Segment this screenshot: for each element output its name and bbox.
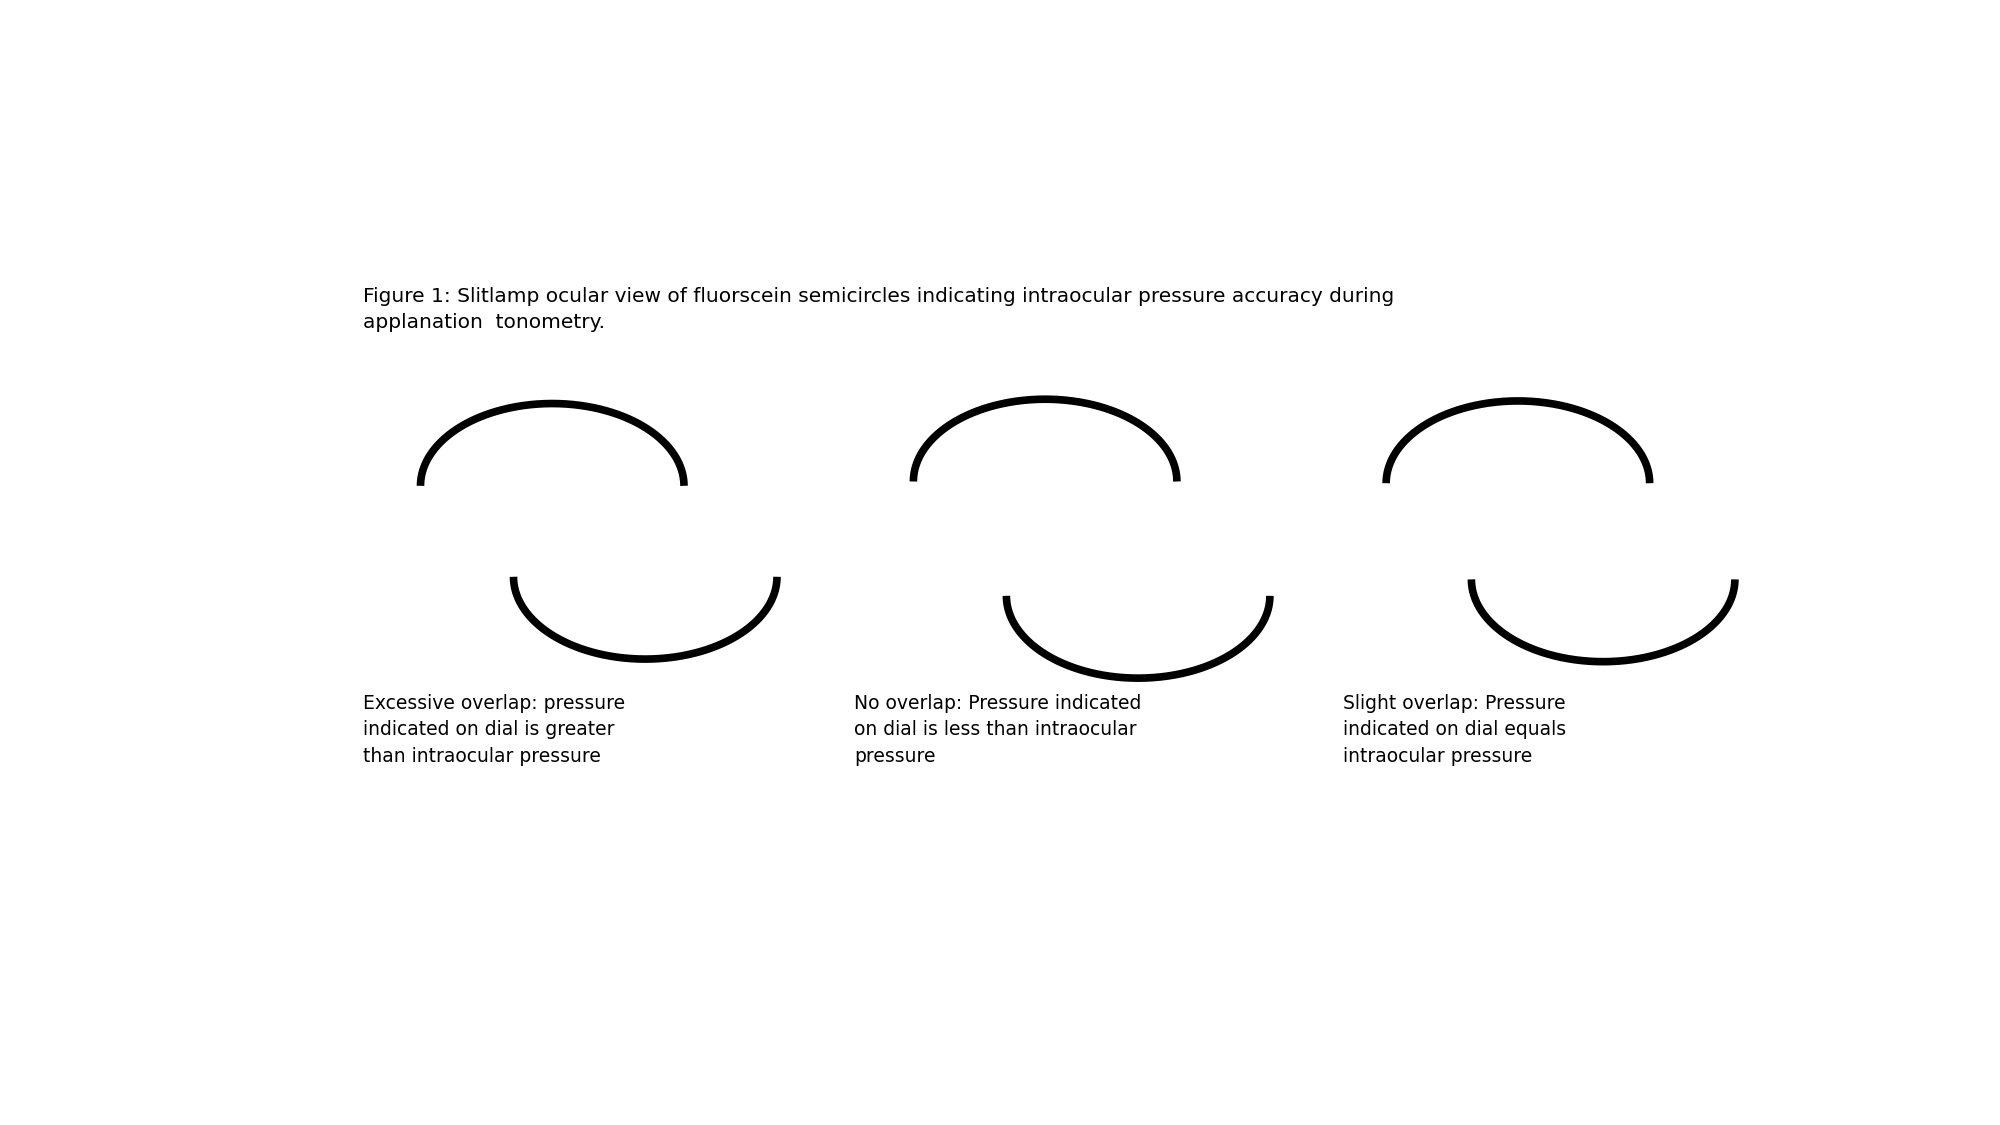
Text: No overlap: Pressure indicated
on dial is less than intraocular
pressure: No overlap: Pressure indicated on dial i… <box>854 694 1142 766</box>
Text: Slight overlap: Pressure
indicated on dial equals
intraocular pressure: Slight overlap: Pressure indicated on di… <box>1342 694 1566 766</box>
Text: Figure 1: Slitlamp ocular view of fluorscein semicircles indicating intraocular : Figure 1: Slitlamp ocular view of fluors… <box>364 287 1394 332</box>
Text: Excessive overlap: pressure
indicated on dial is greater
than intraocular pressu: Excessive overlap: pressure indicated on… <box>364 694 626 766</box>
